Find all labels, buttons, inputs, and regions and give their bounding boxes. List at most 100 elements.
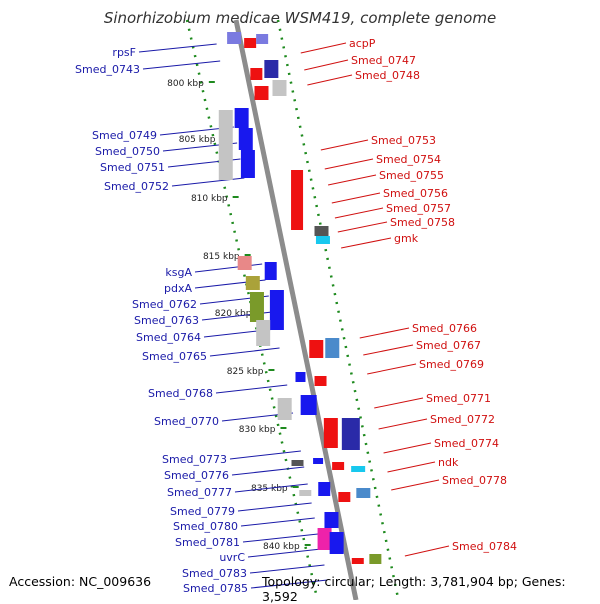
forward-gene-pointer — [387, 461, 436, 473]
reverse-gene-label[interactable]: Smed_0783 — [182, 567, 247, 580]
forward-gene-label[interactable]: Smed_0754 — [376, 153, 441, 166]
forward-gene-label[interactable]: Smed_0757 — [386, 202, 451, 215]
gene-feature-block — [237, 256, 252, 270]
reverse-gene-label[interactable]: rpsF — [112, 46, 136, 59]
gene-feature-block — [351, 466, 366, 472]
reverse-gene-label[interactable]: Smed_0773 — [162, 453, 227, 466]
forward-gene-label[interactable]: Smed_0753 — [371, 134, 436, 147]
forward-gene-label[interactable]: Smed_0758 — [390, 216, 455, 229]
kbp-tick-label: 820 kbp — [215, 309, 252, 319]
reverse-gene-label[interactable]: Smed_0781 — [175, 536, 240, 549]
reverse-gene-label[interactable]: Smed_0765 — [142, 350, 207, 363]
forward-gene-label[interactable]: Smed_0784 — [452, 540, 517, 553]
forward-gene-label[interactable]: Smed_0747 — [351, 54, 416, 67]
gene-feature-block — [264, 60, 279, 78]
reverse-gene-label[interactable]: Smed_0751 — [100, 161, 165, 174]
reverse-gene-pointer — [171, 177, 245, 187]
forward-gene-pointer — [300, 42, 347, 54]
gene-feature-block — [272, 80, 287, 96]
gene-feature-block — [329, 532, 344, 554]
forward-gene-pointer — [327, 174, 377, 186]
forward-gene-label[interactable]: gmk — [394, 232, 419, 245]
forward-gene-label[interactable]: Smed_0778 — [442, 474, 507, 487]
reverse-gene-pointer — [240, 517, 315, 527]
map-title: Sinorhizobium medicae WSM419, complete g… — [103, 9, 497, 27]
gene-feature-block — [315, 236, 330, 244]
forward-gene-label[interactable]: Smed_0755 — [379, 169, 444, 182]
forward-gene-label[interactable]: Smed_0772 — [430, 413, 495, 426]
reverse-gene-label[interactable]: Smed_0770 — [154, 415, 219, 428]
gene-feature-block — [341, 418, 360, 450]
gene-feature-block — [245, 276, 260, 290]
gene-feature-block — [264, 262, 277, 280]
reverse-gene-label[interactable]: Smed_0752 — [104, 180, 169, 193]
reverse-gene-label[interactable]: pdxA — [164, 282, 192, 295]
forward-gene-label[interactable]: Smed_0766 — [412, 322, 477, 335]
forward-gene-label[interactable]: ndk — [438, 456, 459, 469]
reverse-gene-label[interactable]: Smed_0749 — [92, 129, 157, 142]
forward-gene-label[interactable]: acpP — [349, 37, 376, 50]
forward-gene-pointer — [391, 479, 440, 491]
forward-gene-pointer — [307, 74, 353, 86]
reverse-gene-label[interactable]: Smed_0763 — [134, 314, 199, 327]
gene-feature-block — [324, 512, 339, 528]
reverse-gene-pointer — [250, 579, 328, 589]
forward-gene-pointer — [331, 192, 381, 204]
forward-gene-pointer — [363, 344, 414, 356]
forward-gene-label[interactable]: Smed_0774 — [434, 437, 499, 450]
reverse-gene-label[interactable]: uvrC — [219, 551, 245, 564]
gene-feature-block — [256, 34, 269, 44]
forward-gene-label[interactable]: Smed_0771 — [426, 392, 491, 405]
gene-feature-block — [234, 108, 249, 128]
forward-gene-label[interactable]: Smed_0756 — [383, 187, 448, 200]
reverse-gene-pointer — [237, 502, 312, 512]
forward-gene-pointer — [337, 221, 388, 233]
kbp-tick-label: 805 kbp — [179, 135, 216, 145]
gene-feature-block — [351, 558, 364, 564]
reverse-gene-label[interactable]: Smed_0777 — [167, 486, 232, 499]
reverse-gene-label[interactable]: Smed_0776 — [164, 469, 229, 482]
reverse-gene-pointer — [247, 548, 322, 558]
forward-gene-pointer — [324, 158, 374, 170]
gene-feature-block — [313, 458, 324, 464]
gene-feature-block — [314, 226, 329, 236]
genome-backbone — [233, 19, 359, 600]
forward-gene-label[interactable]: Smed_0767 — [416, 339, 481, 352]
reverse-gene-label[interactable]: Smed_0785 — [183, 582, 248, 595]
gene-feature-block — [291, 460, 304, 466]
reverse-gene-label[interactable]: Smed_0743 — [75, 63, 140, 76]
gene-feature-block — [218, 110, 233, 180]
gene-feature-block — [277, 398, 292, 420]
gene-feature-block — [269, 290, 284, 330]
reverse-gene-pointer — [242, 533, 319, 543]
kbp-tick-label: 815 kbp — [203, 252, 240, 262]
gene-feature-block — [309, 340, 324, 358]
forward-gene-label[interactable]: Smed_0748 — [355, 69, 420, 82]
forward-gene-pointer — [374, 397, 424, 409]
reverse-gene-label[interactable]: ksgA — [165, 266, 192, 279]
reverse-gene-label[interactable]: Smed_0750 — [95, 145, 160, 158]
forward-gene-pointer — [383, 442, 432, 454]
reverse-gene-label[interactable]: Smed_0780 — [173, 520, 238, 533]
forward-gene-pointer — [341, 237, 392, 249]
gene-feature-block — [314, 376, 327, 386]
reverse-gene-label[interactable]: Smed_0779 — [170, 505, 235, 518]
reverse-gene-pointer — [209, 347, 280, 357]
gene-feature-block — [256, 320, 271, 346]
gene-feature-block — [356, 488, 371, 498]
reverse-gene-label[interactable]: Smed_0764 — [136, 331, 201, 344]
reverse-gene-label[interactable]: Smed_0762 — [132, 298, 197, 311]
gene-feature-block — [291, 170, 304, 230]
kbp-tick-label: 800 kbp — [167, 79, 204, 89]
forward-gene-label[interactable]: Smed_0769 — [419, 358, 484, 371]
gene-feature-block — [338, 492, 351, 502]
gene-feature-block — [299, 490, 312, 496]
reverse-gene-label[interactable]: Smed_0768 — [148, 387, 213, 400]
kbp-tick-label: 825 kbp — [227, 367, 264, 377]
reverse-gene-pointer — [194, 263, 263, 273]
forward-gene-pointer — [378, 418, 428, 430]
gene-feature-block — [325, 338, 340, 358]
kbp-tick-label: 840 kbp — [263, 542, 300, 552]
reverse-gene-pointer — [142, 60, 221, 70]
